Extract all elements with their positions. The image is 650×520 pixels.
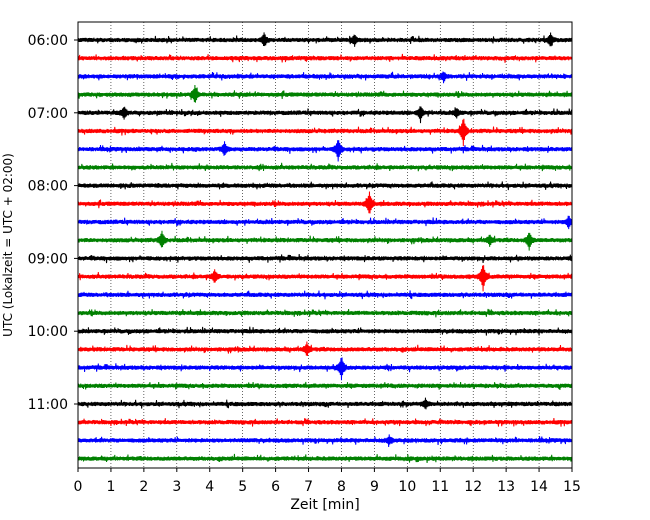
plot-area <box>78 22 572 468</box>
seismic-trace <box>77 118 573 147</box>
seismic-trace <box>77 308 573 318</box>
x-tick-label: 2 <box>139 479 148 495</box>
x-tick-label: 11 <box>431 479 449 495</box>
y-tick-label: 09:00 <box>28 251 68 267</box>
y-axis-ticks: 06:00 07:00 08:00 09:00 10:00 11:00 <box>28 33 78 413</box>
seismic-trace <box>77 140 573 162</box>
seismic-trace <box>77 162 573 172</box>
seismic-trace <box>77 326 573 336</box>
x-tick-label: 15 <box>563 479 581 495</box>
seismic-trace <box>77 53 573 63</box>
plot-frame <box>77 21 573 469</box>
seismic-trace <box>77 230 573 251</box>
seismic-trace <box>77 434 573 447</box>
x-tick-label: 3 <box>172 479 181 495</box>
seismic-trace <box>77 71 573 84</box>
x-tick-label: 4 <box>205 479 214 495</box>
x-tick-label: 7 <box>304 479 313 495</box>
y-tick-label: 08:00 <box>28 179 68 195</box>
y-tick-label: 07:00 <box>28 106 68 122</box>
y-tick-label: 11:00 <box>28 397 68 413</box>
x-axis-label: Zeit [min] <box>290 497 359 513</box>
seismic-trace <box>77 397 573 410</box>
y-tick-label: 06:00 <box>28 33 68 49</box>
x-tick-label: 1 <box>106 479 115 495</box>
x-tick-label: 8 <box>337 479 346 495</box>
x-tick-label: 10 <box>398 479 416 495</box>
seismic-trace <box>77 418 573 427</box>
seismic-trace <box>77 106 573 124</box>
vertical-grid <box>110 22 540 468</box>
x-tick-label: 9 <box>370 479 379 495</box>
seismic-trace <box>77 265 573 292</box>
seismic-trace <box>77 181 573 191</box>
seismic-trace <box>77 453 573 463</box>
x-tick-label: 12 <box>464 479 482 495</box>
trace-group <box>77 32 573 463</box>
seismic-trace <box>77 215 573 230</box>
y-tick-label: 10:00 <box>28 324 68 340</box>
seismic-trace <box>77 32 573 47</box>
seismic-trace <box>77 84 573 103</box>
seismic-trace <box>77 191 573 214</box>
seismic-trace <box>77 254 573 264</box>
x-tick-label: 5 <box>238 479 247 495</box>
seismic-trace <box>77 381 573 390</box>
seismic-trace <box>77 290 573 300</box>
x-tick-label: 13 <box>497 479 515 495</box>
seismic-trace <box>77 341 573 357</box>
x-tick-label: 6 <box>271 479 280 495</box>
y-axis-label: UTC (Lokalzeit = UTC + 02:00) <box>1 153 15 337</box>
x-axis-ticks: 0 1 2 3 4 5 6 7 8 9 10 11 12 13 14 15 <box>74 468 581 495</box>
x-tick-label: 14 <box>530 479 548 495</box>
x-tick-label: 0 <box>74 479 83 495</box>
seismic-trace <box>77 357 573 381</box>
